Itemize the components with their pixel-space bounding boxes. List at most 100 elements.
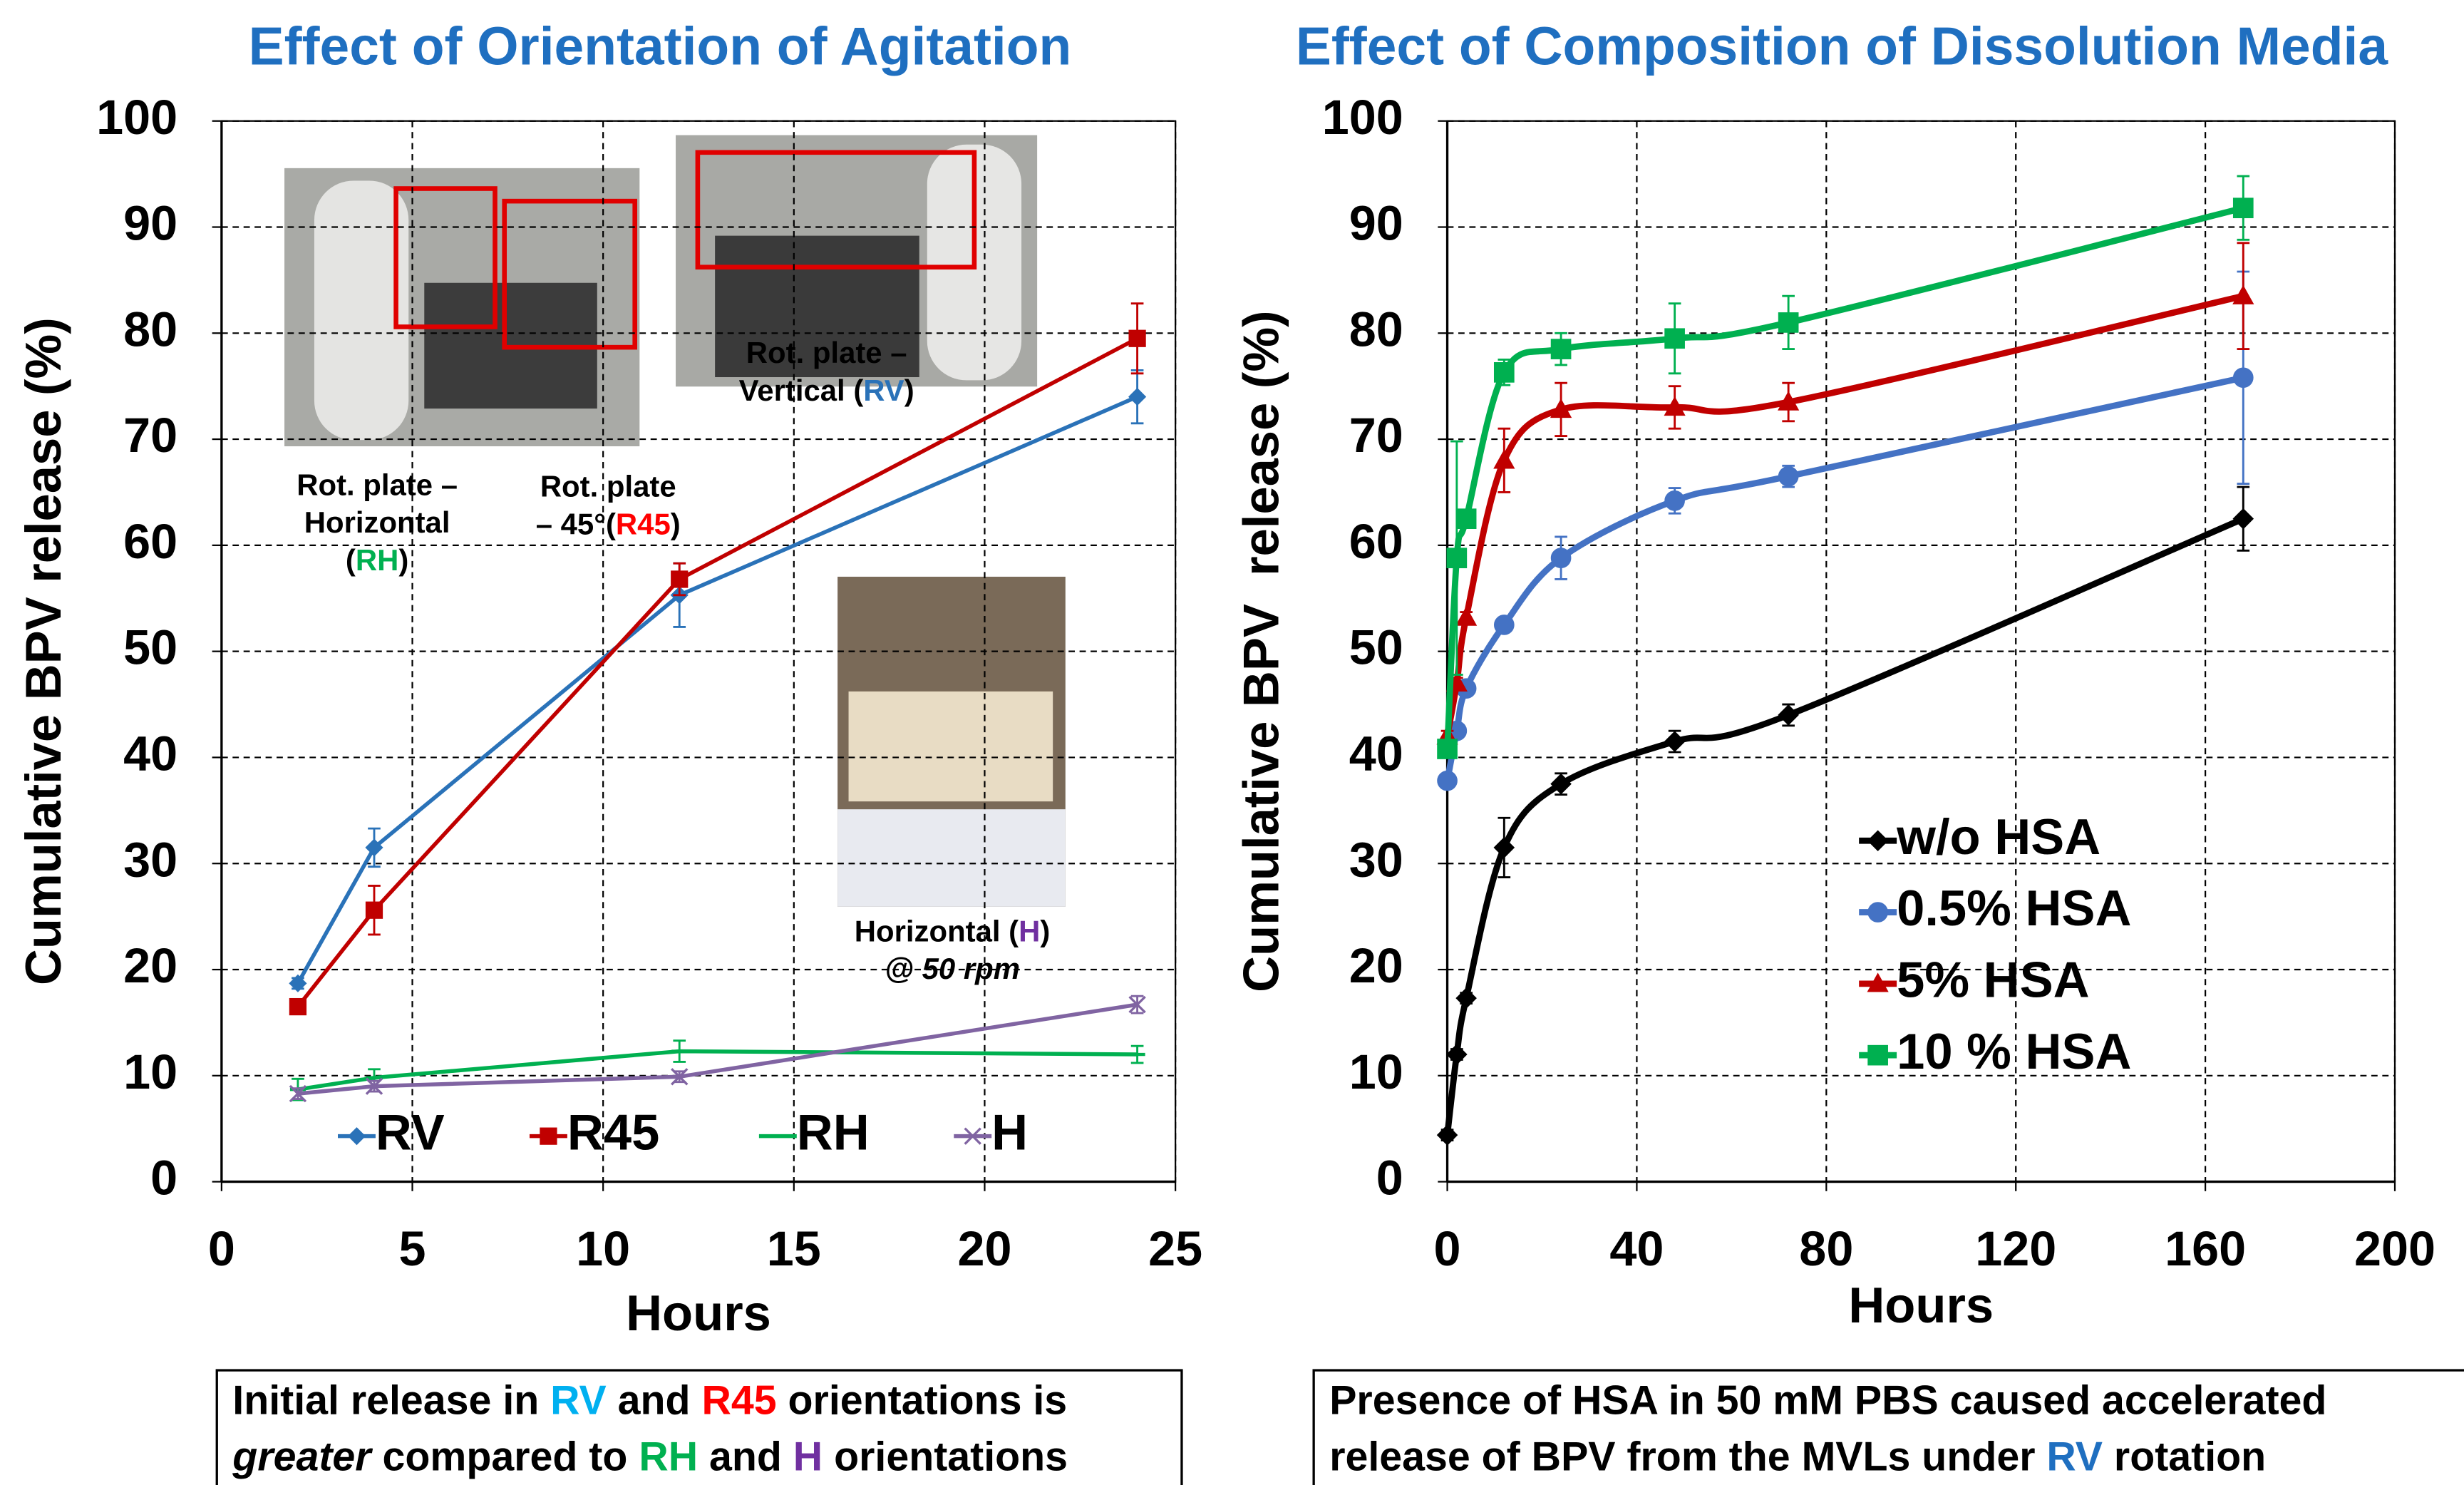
series-line bbox=[1448, 208, 2244, 749]
legend-label: R45 bbox=[567, 1104, 659, 1160]
text-segment: RH bbox=[639, 1434, 698, 1480]
text-segment: orientations is bbox=[777, 1378, 1068, 1424]
text-segment: RV bbox=[2046, 1434, 2103, 1480]
y-tick-label: 70 bbox=[1349, 408, 1403, 463]
figure: Effect of Orientation of Agitation 0 10 20 3… bbox=[0, 0, 2464, 1485]
x-tick-label: 160 bbox=[2165, 1222, 2246, 1276]
y-axis-label: Cumulative BPV release (%) bbox=[1232, 310, 1289, 992]
text-segment: Horizontal bbox=[304, 505, 450, 539]
marker bbox=[1868, 831, 1887, 850]
annotation-line: Rot. plate – bbox=[746, 336, 907, 369]
x-tick-label: 200 bbox=[2354, 1222, 2435, 1276]
text-segment: and bbox=[698, 1434, 793, 1480]
y-tick-label: 100 bbox=[1322, 91, 1403, 145]
y-tick-label: 40 bbox=[1349, 726, 1403, 781]
marker bbox=[1130, 389, 1145, 405]
legend-label: w/o HSA bbox=[1896, 808, 2100, 865]
annotation-line: @ 50 rpm bbox=[885, 952, 1020, 985]
y-tick-label: 30 bbox=[123, 833, 177, 887]
chart-title: Effect of Composition of Dissolution Med… bbox=[1296, 16, 2389, 76]
marker bbox=[290, 999, 306, 1014]
marker bbox=[1457, 989, 1475, 1007]
y-tick-label: 0 bbox=[1376, 1151, 1403, 1206]
annotation-line: Horizontal (H) bbox=[855, 914, 1051, 947]
y-tick-label: 30 bbox=[1349, 833, 1403, 887]
legend-label: 10 % HSA bbox=[1897, 1023, 2131, 1079]
text-segment: Presence of HSA in 50 mM PBS caused acce… bbox=[1329, 1378, 2326, 1424]
x-tick-label: 25 bbox=[1148, 1222, 1202, 1276]
marker bbox=[1457, 608, 1475, 625]
text-segment: and bbox=[607, 1378, 702, 1424]
y-tick-label: 20 bbox=[1349, 939, 1403, 993]
x-tick-label: 20 bbox=[957, 1222, 1011, 1276]
legend-label: 0.5% HSA bbox=[1897, 880, 2131, 936]
marker bbox=[1495, 615, 1513, 634]
text-segment: Rot. plate bbox=[540, 470, 676, 503]
text-segment: RH bbox=[356, 543, 398, 577]
text-segment: Rot. plate – bbox=[746, 336, 907, 369]
marker bbox=[366, 903, 382, 918]
series-line bbox=[1448, 296, 2244, 736]
x-axis-label: Hours bbox=[1848, 1277, 1994, 1333]
text-segment: ( bbox=[346, 543, 356, 577]
marker bbox=[1448, 1045, 1466, 1064]
annotation-line: Vertical (RV) bbox=[739, 374, 914, 407]
y-tick-label: 40 bbox=[123, 726, 177, 781]
marker bbox=[540, 1129, 556, 1144]
marker bbox=[2234, 509, 2252, 528]
y-tick-label: 0 bbox=[150, 1151, 177, 1206]
y-tick-label: 20 bbox=[123, 939, 177, 993]
x-axis-label: Hours bbox=[626, 1285, 771, 1341]
y-tick-label: 50 bbox=[1349, 621, 1403, 675]
annotation-line: greater compared to RH and H orientation… bbox=[232, 1434, 1068, 1480]
y-tick-label: 60 bbox=[1349, 515, 1403, 569]
text-segment: RV bbox=[863, 374, 904, 407]
x-tick-label: 40 bbox=[1609, 1222, 1664, 1276]
annotation-line: Rot. plate – bbox=[297, 468, 458, 501]
y-axis-label: Cumulative BPV release (%) bbox=[15, 317, 71, 985]
text-segment: ) bbox=[904, 374, 914, 407]
photo-h bbox=[837, 577, 1066, 907]
y-tick-label: 10 bbox=[123, 1045, 177, 1099]
marker bbox=[1868, 1046, 1887, 1064]
text-segment: Rot. plate – bbox=[297, 468, 458, 501]
legend-label: H bbox=[991, 1104, 1028, 1160]
marker bbox=[2234, 369, 2252, 387]
marker bbox=[671, 571, 687, 587]
annotation-line: Presence of HSA in 50 mM PBS caused acce… bbox=[1329, 1378, 2326, 1424]
text-segment: greater bbox=[232, 1434, 373, 1480]
text-segment: Vertical ( bbox=[739, 374, 864, 407]
marker bbox=[1665, 491, 1684, 510]
text-segment: orientations bbox=[823, 1434, 1068, 1480]
x-tick-label: 10 bbox=[576, 1222, 630, 1276]
text-segment: compared to bbox=[371, 1434, 639, 1480]
marker bbox=[1868, 903, 1887, 921]
x-tick-label: 15 bbox=[767, 1222, 821, 1276]
y-tick-label: 100 bbox=[96, 91, 177, 145]
text-segment: Horizontal ( bbox=[855, 914, 1019, 947]
annotation-line: (RH) bbox=[346, 543, 408, 577]
text-segment: – 45°( bbox=[536, 507, 616, 540]
marker bbox=[1779, 313, 1798, 332]
marker bbox=[1495, 363, 1513, 381]
y-tick-label: 80 bbox=[1349, 302, 1403, 356]
text-segment: R45 bbox=[701, 1378, 776, 1424]
text-segment: rotation bbox=[2103, 1434, 2266, 1480]
marker bbox=[1438, 1126, 1456, 1144]
marker bbox=[1552, 548, 1570, 567]
y-tick-label: 10 bbox=[1349, 1045, 1403, 1099]
text-segment: R45 bbox=[616, 507, 671, 540]
legend-label: RV bbox=[376, 1104, 445, 1160]
y-tick-label: 70 bbox=[123, 408, 177, 463]
marker bbox=[1552, 339, 1570, 358]
chart-title: Effect of Orientation of Agitation bbox=[249, 16, 1072, 76]
marker bbox=[1130, 331, 1145, 346]
marker bbox=[1438, 771, 1456, 790]
x-tick-label: 5 bbox=[399, 1222, 426, 1276]
page: Effect of Orientation of Agitation 0 10 20 3… bbox=[0, 0, 2464, 1485]
marker bbox=[1779, 706, 1798, 724]
text-segment: ) bbox=[1040, 914, 1050, 947]
series-line bbox=[298, 1004, 1138, 1094]
marker bbox=[1665, 732, 1684, 751]
marker bbox=[1457, 509, 1475, 528]
